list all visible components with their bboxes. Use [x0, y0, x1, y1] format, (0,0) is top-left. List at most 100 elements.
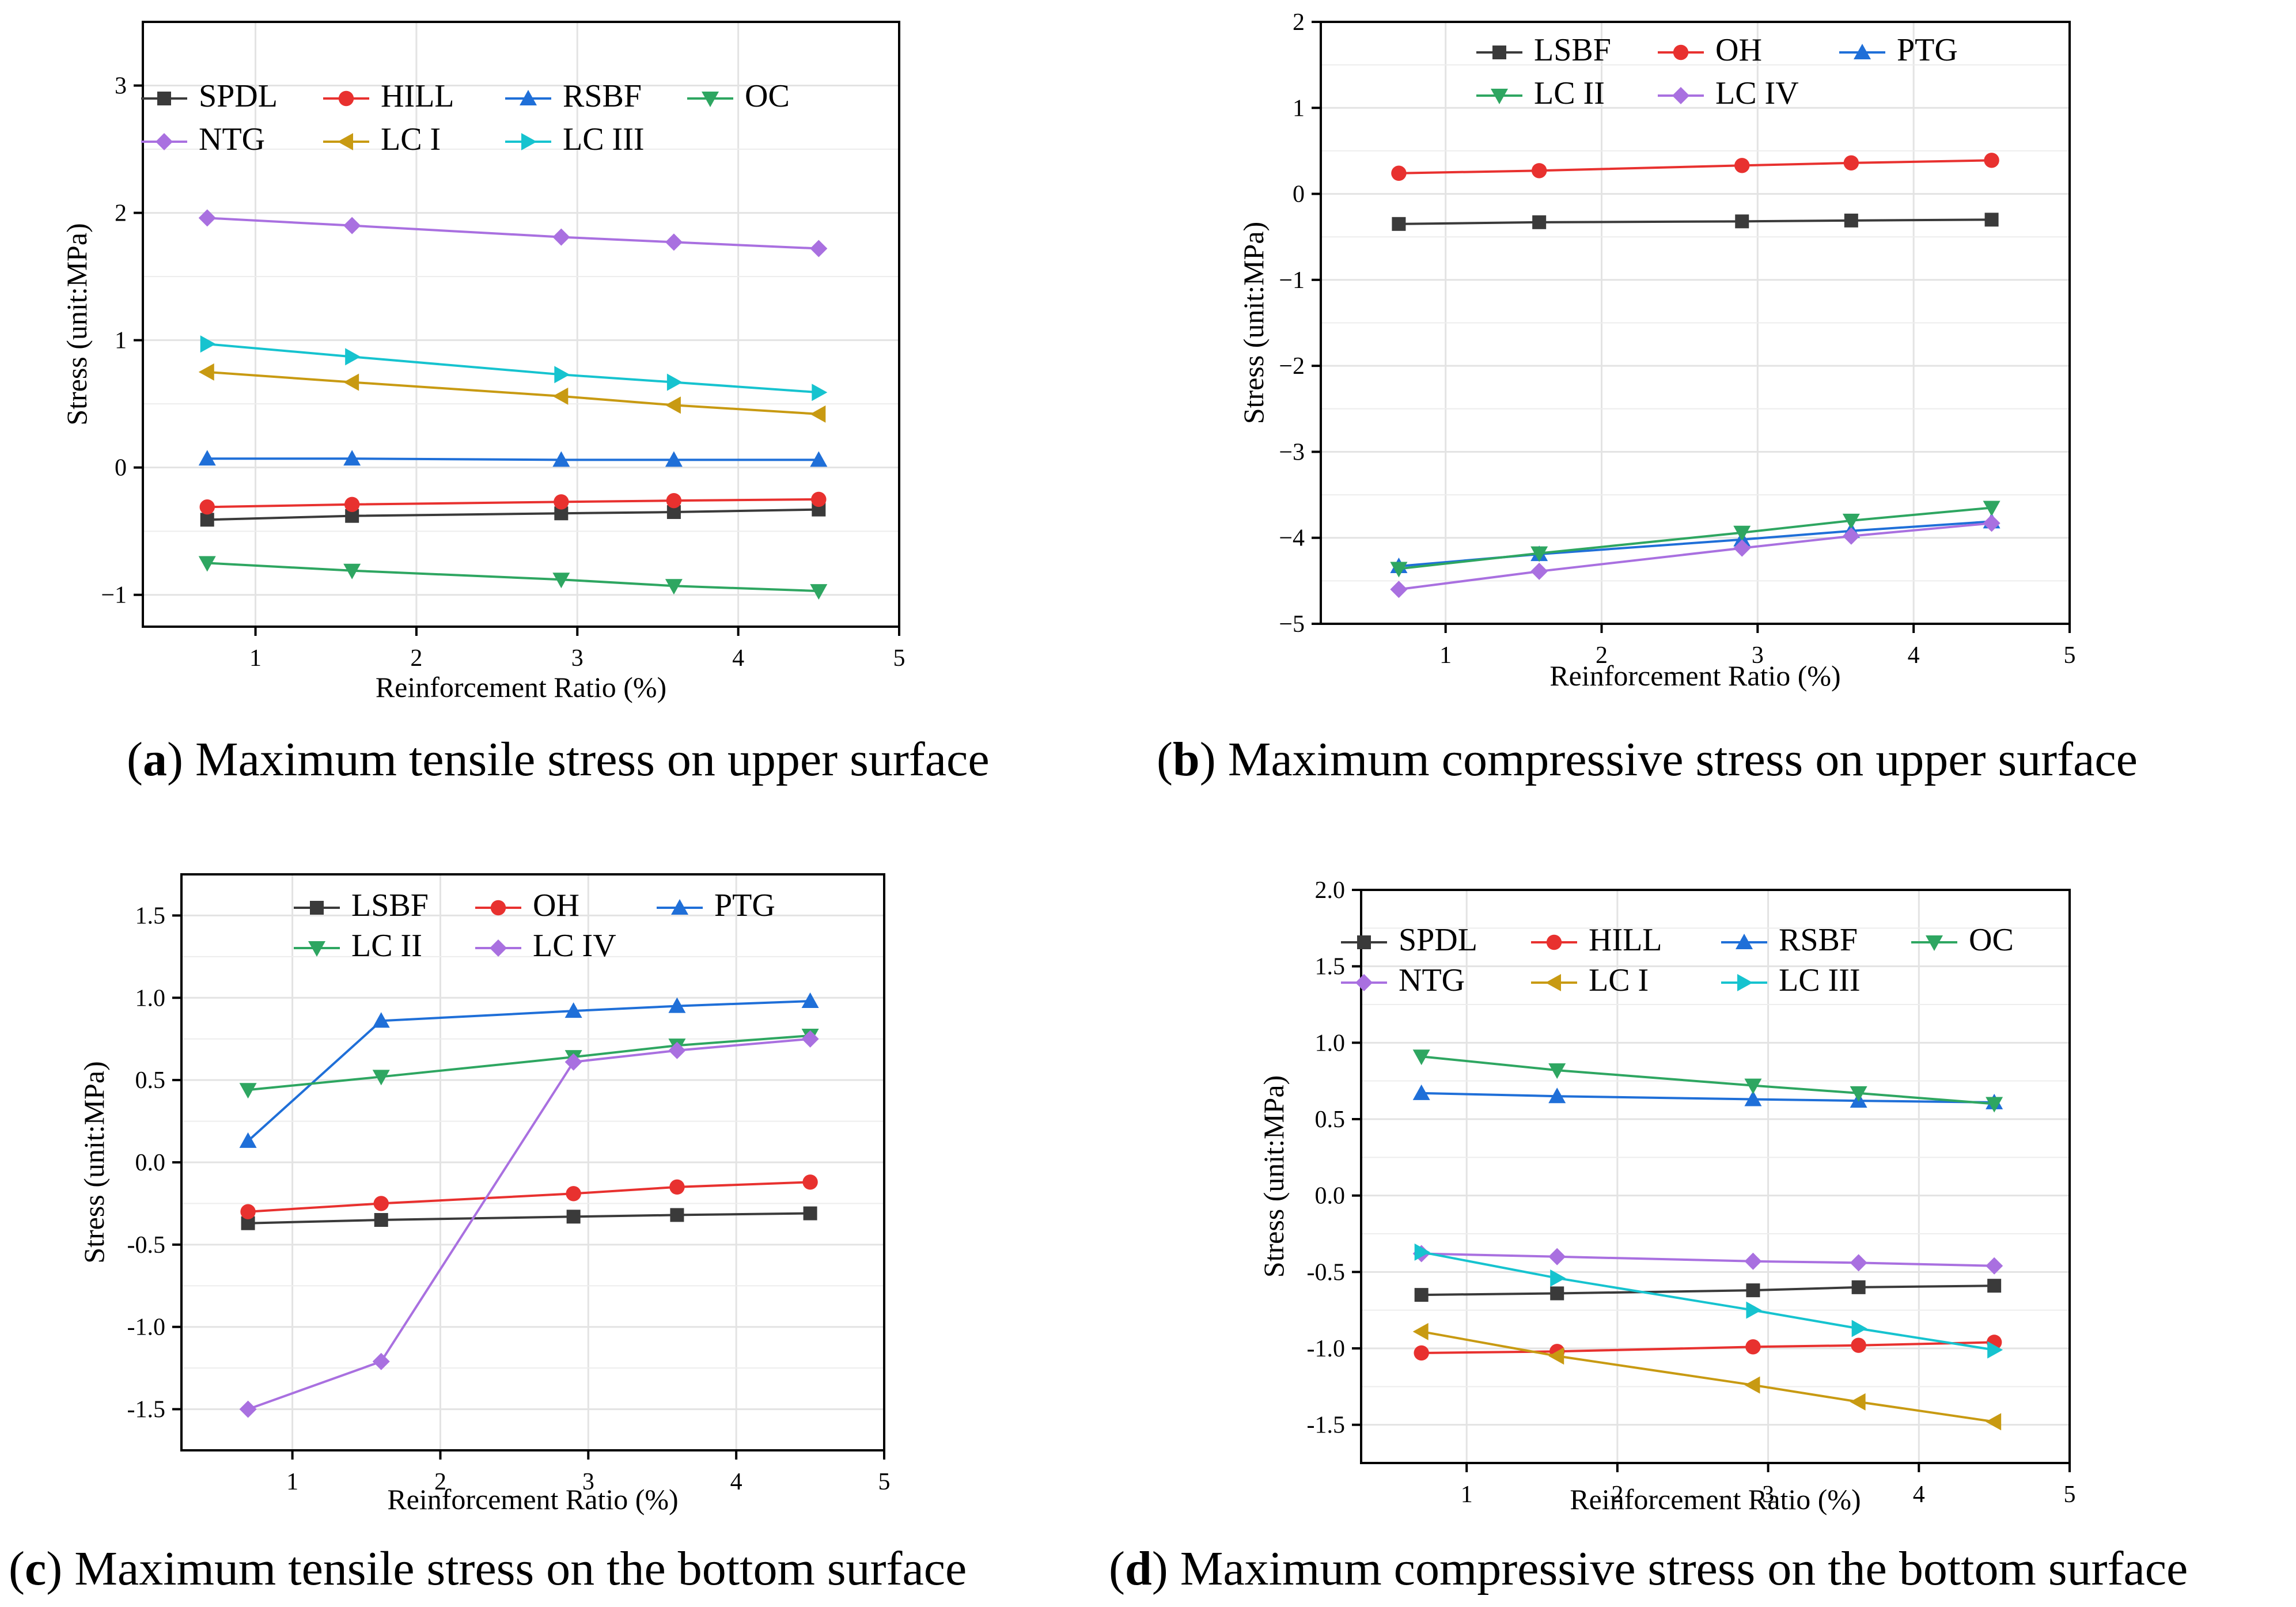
data-point [812, 384, 828, 401]
data-point [200, 513, 214, 527]
series-ptg [1390, 513, 2001, 573]
y-axis: −1 0 1 2 3 [101, 73, 143, 609]
data-point [1548, 1347, 1564, 1365]
legend-label: LC IV [1715, 75, 1799, 111]
legend-swatch-marker [338, 90, 354, 107]
data-point [198, 363, 214, 381]
caption-b: (b) Maximum compressive stress on upper … [1157, 733, 2138, 786]
legend-item: LC IV [475, 928, 616, 964]
legend-label: SPDL [1399, 922, 1477, 958]
data-point [554, 366, 570, 384]
y-tick-label: 2 [1293, 9, 1305, 36]
data-point [803, 1206, 817, 1221]
legend-swatch-marker [1854, 44, 1871, 59]
legend-swatch-marker [1926, 935, 1943, 951]
legend-swatch-marker [1546, 934, 1562, 950]
legend-item: PTG [657, 888, 775, 923]
series-lc-iii [1414, 1243, 2003, 1359]
chart-panel-b: 1 2 3 4 5 −5 −4 −3 −2 −1 0 1 2 Reinforcement Ratio (%… [1148, 0, 2296, 804]
data-point [1850, 1254, 1867, 1272]
data-point [1733, 539, 1751, 557]
series-oc [1412, 1049, 2003, 1113]
series-oh [240, 1174, 818, 1219]
data-point [1744, 1078, 1762, 1094]
plot-frame [142, 21, 900, 628]
series-line [248, 1181, 810, 1213]
data-point [810, 451, 828, 467]
y-tick-label: -1.5 [127, 1397, 166, 1423]
chart-d: 1 2 3 4 5 -1.5 -1.0 -0.5 0.0 0.5 1.0 1.5 2.0 Reinforc… [1257, 877, 2076, 1515]
legend: LSBF OH PTG LC II LC IV [1476, 32, 1958, 111]
y-axis-label: Stress (unit:MPa) [60, 223, 93, 425]
data-point [666, 373, 683, 391]
legend-swatch-marker [338, 133, 353, 150]
series-spdl [1414, 1279, 2002, 1302]
legend-swatch-marker [1491, 89, 1508, 104]
data-point [1530, 546, 1548, 562]
legend-label: LC II [351, 928, 422, 964]
data-point [801, 1030, 819, 1048]
data-point [1983, 501, 2001, 517]
chart-c: 1 2 3 4 5 -1.5 -1.0 -0.5 0.0 0.5 1.0 1.5 Reinforceme… [78, 873, 891, 1515]
x-tick-label: 4 [732, 645, 744, 672]
caption-a: (a) Maximum tensile stress on upper surf… [127, 733, 990, 786]
legend-swatch-marker [310, 901, 324, 915]
data-point [554, 494, 569, 510]
caption-a-text: Maximum tensile stress on upper surface [195, 733, 990, 786]
data-point [343, 563, 361, 579]
series-line [207, 508, 819, 521]
data-point [373, 1196, 389, 1211]
data-point [665, 579, 683, 595]
caption-d: (d) Maximum compressive stress on the bo… [1109, 1542, 2188, 1595]
caption-d-text: Maximum compressive stress on the bottom… [1180, 1542, 2188, 1595]
data-point [1986, 1413, 2002, 1431]
y-tick-label: -0.5 [127, 1232, 166, 1259]
data-point [811, 491, 827, 507]
series-line [1421, 1250, 1995, 1351]
x-tick-label: 3 [571, 645, 584, 672]
data-point [1392, 217, 1406, 231]
data-point [1744, 1252, 1762, 1270]
legend-item: LC IV [1658, 75, 1799, 111]
data-point [343, 373, 359, 391]
data-point [566, 1210, 581, 1224]
series-line [207, 498, 819, 509]
y-axis-label: Stress (unit:MPa) [78, 1061, 110, 1263]
y-tick-label: 1.5 [135, 903, 166, 929]
data-point [1744, 1376, 1760, 1394]
data-point [552, 228, 570, 246]
y-tick-label: -1.0 [127, 1314, 166, 1341]
legend-label: HILL [381, 78, 454, 114]
data-point [1844, 213, 1858, 228]
y-tick-label: 3 [115, 73, 127, 100]
data-point [552, 573, 570, 589]
series-line [248, 1212, 810, 1225]
legend-item: HILL [1531, 922, 1662, 958]
y-tick-label: 2 [115, 200, 127, 227]
x-tick-label: 1 [286, 1469, 298, 1495]
legend-item: LC I [1531, 962, 1649, 998]
series-oh [1391, 153, 1999, 181]
legend-label: OH [1715, 32, 1762, 68]
data-point [665, 233, 683, 251]
x-axis: 1 2 3 4 5 [249, 627, 905, 672]
legend-label: OH [533, 888, 579, 923]
y-axis-label: Stress (unit:MPa) [1257, 1075, 1290, 1278]
chart-panel-d: 1 2 3 4 5 -1.5 -1.0 -0.5 0.0 0.5 1.0 1.5 2.0 Reinforc… [1109, 804, 2296, 1607]
series-line [207, 457, 819, 461]
legend-swatch-marker [1673, 44, 1689, 60]
y-tick-label: 0.5 [1315, 1106, 1346, 1133]
legend-label: OC [745, 78, 790, 114]
x-axis-label: Reinforcement Ratio (%) [1570, 1483, 1861, 1515]
series-lsbf [241, 1206, 817, 1230]
data-point [1746, 1283, 1760, 1298]
data-point [344, 496, 360, 512]
y-tick-label: −1 [101, 582, 127, 609]
data-point [1412, 1322, 1429, 1340]
legend-label: RSBF [563, 78, 642, 114]
y-tick-label: −1 [1279, 267, 1305, 294]
series-line [247, 1037, 810, 1411]
x-tick-label: 2 [1611, 1481, 1623, 1508]
data-point [1532, 215, 1547, 229]
series-lc-iv [239, 1030, 819, 1418]
